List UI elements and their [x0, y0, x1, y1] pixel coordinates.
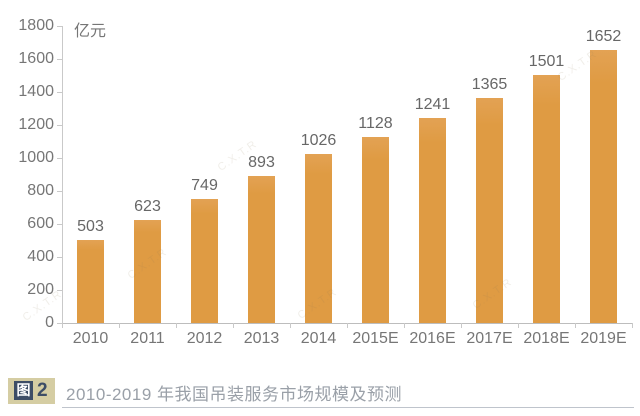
- y-tick-label: 1400: [18, 83, 54, 100]
- x-tick-label: 2011: [130, 330, 165, 347]
- x-tick-label: 2014: [300, 330, 337, 347]
- x-tick-label: 2012: [186, 330, 223, 347]
- y-tick-label: 0: [45, 314, 54, 331]
- y-tick-label: 200: [27, 281, 54, 298]
- bar-value-label: 1365: [471, 75, 508, 93]
- bar-value-label: 503: [77, 218, 104, 236]
- bar-slot: 1365: [461, 26, 518, 323]
- x-tick-label: 2017E: [466, 330, 513, 347]
- bar-slot: 1241: [404, 26, 461, 323]
- y-tick-mark: [57, 92, 63, 93]
- y-tick-mark: [57, 191, 63, 192]
- x-tick-label: 2015E: [352, 330, 399, 347]
- y-tick-label: 800: [27, 182, 54, 199]
- x-tick-label: 2013: [243, 330, 280, 347]
- bar-value-label: 623: [134, 198, 161, 216]
- y-tick-label: 1800: [18, 17, 54, 34]
- bar-series: 503 623 749 893 1026 1128 1241 1365 1501 1652: [62, 26, 632, 323]
- bar: [305, 153, 332, 323]
- x-tick-mark: [461, 323, 462, 328]
- x-tick-mark: [290, 323, 291, 328]
- y-tick-mark: [57, 224, 63, 225]
- bar: [191, 199, 218, 323]
- y-tick-mark: [57, 158, 63, 159]
- y-tick-label: 1200: [18, 116, 54, 133]
- bar-value-label: 893: [248, 153, 275, 171]
- x-tick-mark: [233, 323, 234, 328]
- plot-area: 503 623 749 893 1026 1128 1241 1365 1501 1652: [57, 26, 633, 328]
- bar-slot: 1026: [290, 26, 347, 323]
- bar-slot: 749: [176, 26, 233, 323]
- bar-value-label: 1241: [414, 96, 451, 114]
- x-tick-mark: [575, 323, 576, 328]
- bar: [134, 220, 161, 323]
- x-tick-mark: [404, 323, 405, 328]
- y-tick-mark: [57, 59, 63, 60]
- x-tick-mark: [119, 323, 120, 328]
- y-tick-label: 400: [27, 248, 54, 265]
- bar: [362, 136, 389, 323]
- figure-caption: 图 2 2010-2019 年我国吊装服务市场规模及预测: [0, 374, 640, 416]
- bar: [590, 50, 617, 323]
- bar-slot: 1128: [347, 26, 404, 323]
- bar: [476, 97, 503, 323]
- x-tick-label: 2016E: [409, 330, 456, 347]
- x-tick-mark: [176, 323, 177, 328]
- y-tick-mark: [57, 257, 63, 258]
- bar-slot: 893: [233, 26, 290, 323]
- y-tick-mark: [57, 323, 63, 324]
- x-tick-mark: [62, 323, 63, 328]
- y-tick-mark: [57, 125, 63, 126]
- bar-value-label: 1652: [585, 28, 622, 46]
- bar: [533, 75, 560, 323]
- bar-value-label: 1501: [528, 53, 565, 71]
- bar-slot: 1501: [518, 26, 575, 323]
- figure-badge-char: 图: [14, 381, 33, 400]
- caption-underline: [62, 407, 634, 408]
- x-tick-label: 2019E: [580, 330, 627, 347]
- x-tick-mark: [347, 323, 348, 328]
- bar-value-label: 1128: [358, 114, 393, 132]
- bar-slot: 623: [119, 26, 176, 323]
- y-axis-labels: 0 200 400 600 800 1000 1200 1400 1600 1800: [0, 17, 54, 331]
- y-tick-label: 600: [27, 215, 54, 232]
- bar-slot: 1652: [575, 26, 632, 323]
- y-tick-mark: [57, 290, 63, 291]
- figure-caption-text: 2010-2019 年我国吊装服务市场规模及预测: [66, 385, 403, 404]
- bar: [77, 240, 104, 323]
- bar: [419, 118, 446, 323]
- y-tick-label: 1600: [18, 50, 54, 67]
- figure-badge-number: 2: [37, 380, 48, 401]
- x-tick-label: 2010: [72, 330, 109, 347]
- figure-badge: 图 2: [8, 378, 55, 404]
- bar-value-label: 749: [191, 177, 218, 195]
- x-tick-mark: [518, 323, 519, 328]
- bar: [248, 175, 275, 323]
- x-axis-labels: 2010 2011 2012 2013 2014 2015E 2016E 2017E 2018E…: [62, 330, 632, 348]
- x-tick-label: 2018E: [523, 330, 570, 347]
- bar-slot: 503: [62, 26, 119, 323]
- y-tick-label: 1000: [18, 149, 54, 166]
- bar-value-label: 1026: [300, 131, 337, 149]
- x-tick-mark: [632, 323, 633, 328]
- y-axis-unit-label: 亿元: [74, 23, 107, 40]
- y-axis-line: [62, 26, 63, 323]
- y-tick-mark: [57, 26, 63, 27]
